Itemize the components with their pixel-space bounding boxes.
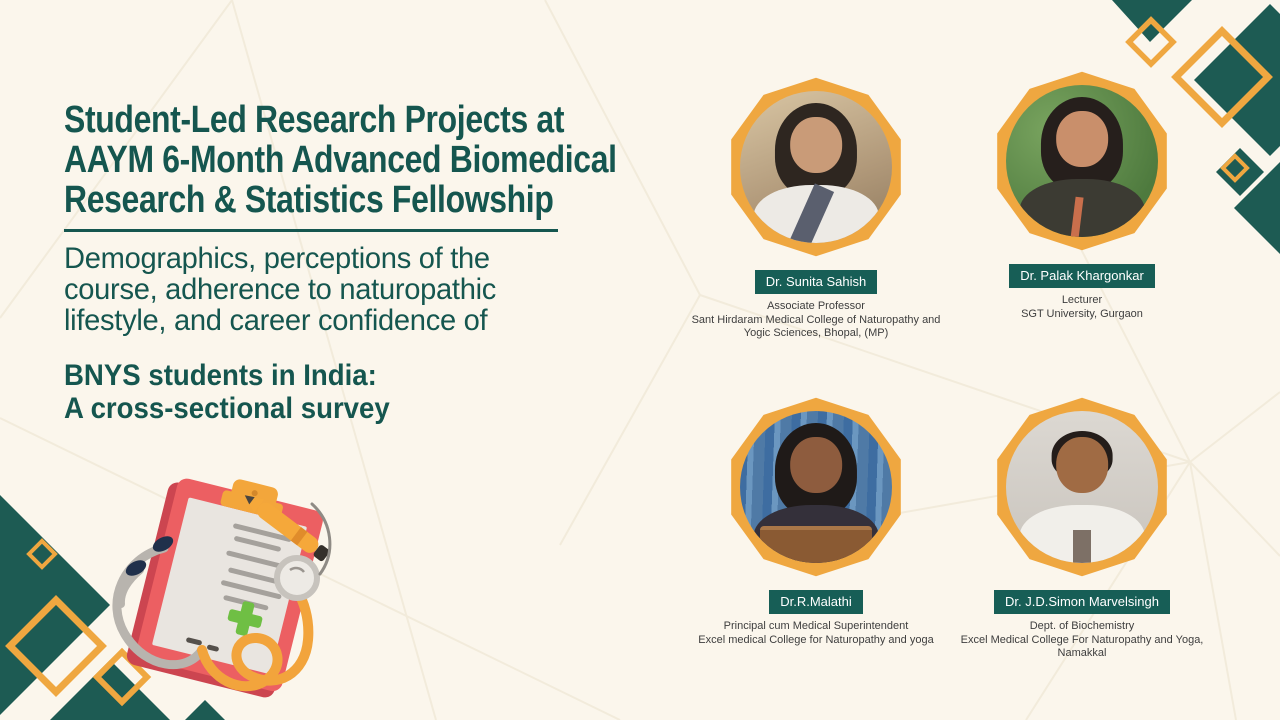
stethoscope-icon bbox=[112, 536, 320, 692]
pen-icon bbox=[244, 495, 330, 562]
clipboard-icon bbox=[126, 478, 323, 698]
speaker-name-badge: Dr. Palak Khargonkar bbox=[1009, 264, 1155, 288]
speaker-affiliation: Sant Hirdaram Medical College of Naturop… bbox=[691, 313, 941, 340]
speaker-affiliation: SGT University, Gurgaon bbox=[1021, 307, 1143, 320]
subtitle-line: Demographics, perceptions of the bbox=[64, 242, 490, 275]
speaker-role: Dept. of Biochemistry bbox=[1029, 620, 1135, 632]
bottom-left-teal-diamonds bbox=[0, 495, 225, 720]
speaker-photo bbox=[1006, 411, 1158, 563]
text-column: Student-Led Research Projects at AAYM 6-… bbox=[64, 100, 724, 425]
title-line: Student-Led Research Projects at bbox=[64, 99, 565, 141]
speaker-name-badge: Dr. J.D.Simon Marvelsingh bbox=[994, 590, 1170, 614]
slide-title: Student-Led Research Projects at AAYM 6-… bbox=[64, 100, 618, 220]
speaker-name-badge: Dr.R.Malathi bbox=[769, 590, 863, 614]
speaker-photo bbox=[740, 91, 892, 243]
emphasis-line: A cross-sectional survey bbox=[64, 392, 390, 425]
speaker-photo bbox=[1006, 85, 1158, 237]
green-cross-icon bbox=[227, 601, 263, 636]
speaker-role: Principal cum Medical Superintendent bbox=[723, 620, 909, 632]
title-line: Research & Statistics Fellowship bbox=[64, 179, 554, 221]
medical-clipboard-illustration bbox=[112, 478, 332, 698]
speaker-photo-frame bbox=[731, 397, 901, 577]
emphasis-line: BNYS students in India: bbox=[64, 359, 377, 392]
title-underline bbox=[64, 229, 558, 232]
slide-subtitle: Demographics, perceptions of the course,… bbox=[64, 243, 704, 336]
speaker-card: Dr. Sunita Sahish Associate Professor Sa… bbox=[656, 74, 976, 341]
title-line: AAYM 6-Month Advanced Biomedical bbox=[64, 139, 617, 181]
speaker-card: Dr. Palak Khargonkar Lecturer SGT Univer… bbox=[922, 68, 1242, 321]
speaker-card: Dr. J.D.Simon Marvelsingh Dept. of Bioch… bbox=[922, 394, 1242, 661]
speaker-photo-frame bbox=[997, 71, 1167, 251]
speaker-role: Associate Professor bbox=[767, 300, 865, 312]
speaker-name-badge: Dr. Sunita Sahish bbox=[754, 270, 878, 294]
subtitle-line: course, adherence to naturopathic bbox=[64, 273, 497, 306]
speaker-photo bbox=[740, 411, 892, 563]
speaker-affiliation: Excel Medical College For Naturopathy an… bbox=[960, 633, 1204, 660]
speaker-card: Dr.R.Malathi Principal cum Medical Super… bbox=[656, 394, 976, 647]
speaker-role: Lecturer bbox=[1061, 294, 1103, 306]
slide-subtitle-emphasis: BNYS students in India: A cross-sectiona… bbox=[64, 359, 671, 425]
bottom-left-gold-diamond-outlines bbox=[5, 538, 152, 707]
speaker-affiliation: Excel medical College for Naturopathy an… bbox=[698, 633, 934, 646]
speaker-photo-frame bbox=[997, 397, 1167, 577]
speaker-photo-frame bbox=[731, 77, 901, 257]
subtitle-line: lifestyle, and career confidence of bbox=[64, 304, 488, 337]
